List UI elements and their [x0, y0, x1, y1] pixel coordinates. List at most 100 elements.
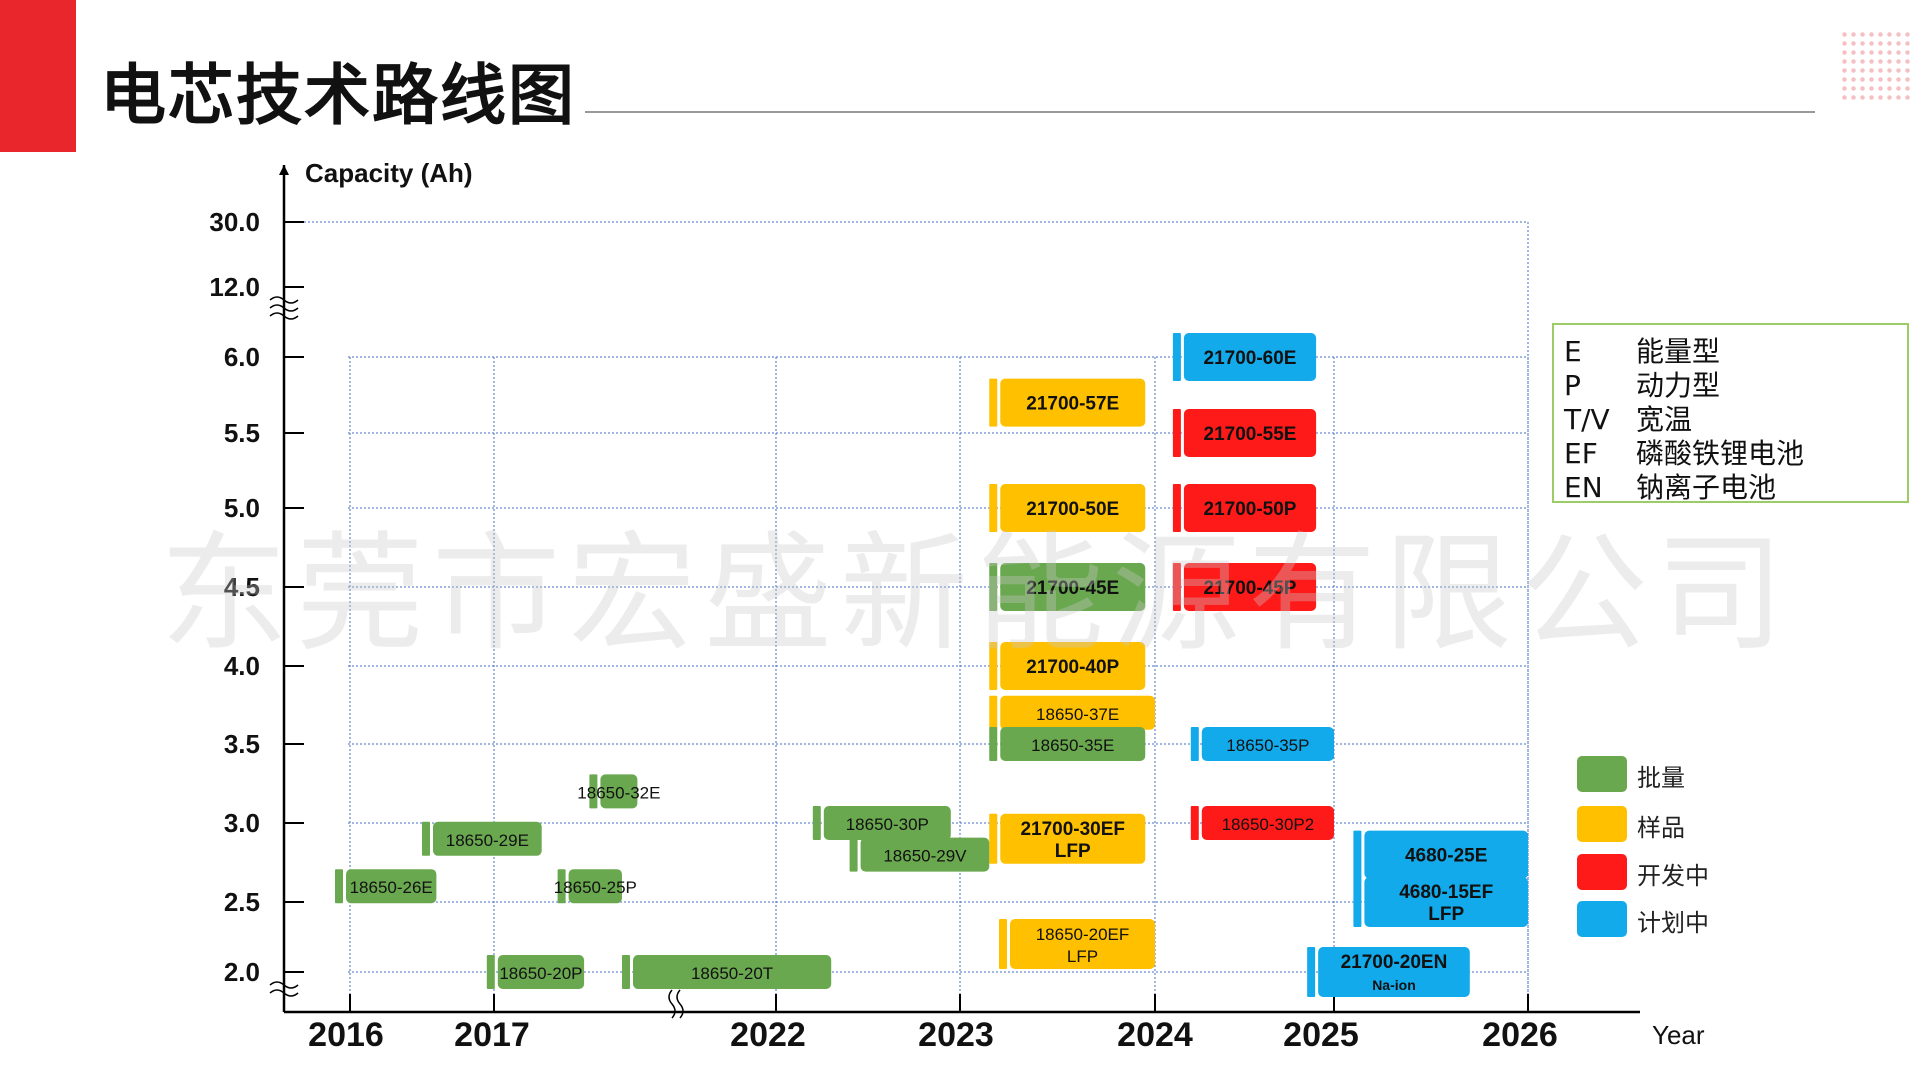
bar [1364, 830, 1528, 879]
bar [633, 955, 832, 989]
bar-label: LFP [1428, 904, 1464, 925]
status-label: 计划中 [1637, 909, 1709, 937]
bar [1000, 727, 1146, 761]
x-tick-label: 2022 [730, 1016, 806, 1054]
bar-label: 21700-30EF [1020, 819, 1125, 840]
bar [346, 869, 437, 904]
bar-label: 18650-29V [883, 847, 967, 866]
legend-meaning: 钠离子电池 [1636, 471, 1777, 504]
x-tick-label: 2016 [308, 1016, 384, 1054]
bar-marker [1353, 830, 1362, 879]
bar-marker [1190, 806, 1199, 840]
bar-marker [812, 806, 821, 840]
bar-label: 18650-35P [1226, 736, 1309, 755]
bar-label: 21700-40P [1026, 657, 1119, 678]
legend-row-ef: EF 磷酸铁锂电池 [1564, 432, 1804, 472]
bar [1201, 727, 1334, 761]
bar [1183, 333, 1317, 381]
title-underline [585, 111, 1815, 113]
bar-label: 18650-20P [499, 964, 582, 983]
legend-row-en: EN 钠离子电池 [1564, 466, 1776, 506]
bar [1010, 919, 1155, 969]
bar-label: 18650-25P [554, 878, 637, 897]
bar-label: 18650-30P [846, 815, 929, 834]
status-plan: 计划中 [1577, 901, 1777, 939]
axis-break-mark [269, 312, 299, 320]
bar-marker [989, 727, 998, 761]
bar [860, 837, 990, 872]
bar-label: 21700-50P [1204, 499, 1297, 520]
y-tick-label: 3.0 [224, 808, 260, 838]
bar-marker [422, 821, 430, 856]
status-swatch-mass [1577, 756, 1627, 792]
bar-label: LFP [1067, 947, 1098, 966]
status-swatch-plan [1577, 901, 1627, 937]
bar-marker [1353, 877, 1362, 927]
x-tick-label: 2025 [1283, 1016, 1359, 1054]
bar-marker [622, 955, 630, 989]
status-swatch-dev [1577, 854, 1627, 890]
x-tick-label: 2017 [454, 1016, 530, 1054]
axis-break-mark [269, 296, 299, 304]
y-tick-label: 4.5 [224, 572, 260, 602]
bar-label: 21700-60E [1204, 348, 1297, 369]
bar-marker [1172, 563, 1181, 611]
bar-marker [989, 484, 998, 532]
y-tick-label: 12.0 [209, 272, 260, 302]
bar [497, 955, 585, 989]
bar-marker [989, 695, 998, 730]
bar-marker [557, 869, 566, 904]
legend-abbr: T/V [1564, 403, 1610, 436]
bar [1000, 484, 1146, 532]
bar [1000, 563, 1146, 611]
bar-marker [1172, 333, 1181, 381]
legend-abbr: EN [1564, 471, 1603, 504]
bar [823, 806, 951, 840]
bar-label: 21700-45E [1026, 578, 1119, 599]
bar-label: 18650-35E [1031, 736, 1114, 755]
bar-label: 18650-29E [446, 831, 529, 850]
bar-marker [999, 919, 1007, 969]
bar [1000, 695, 1155, 730]
y-tick-label: 5.5 [224, 418, 260, 448]
axis-break-mark [668, 989, 676, 1019]
bar-marker [335, 869, 343, 904]
bar-label: 18650-20T [691, 964, 773, 983]
x-tick-label: 2024 [1117, 1016, 1193, 1054]
bar-label: 18650-20EF [1036, 925, 1130, 944]
bar-marker [989, 563, 998, 611]
legend-abbr: E [1564, 335, 1582, 368]
x-axis-title: Year [1652, 1020, 1705, 1050]
y-tick-label: 4.0 [224, 651, 260, 681]
status-label: 样品 [1637, 814, 1685, 842]
bar-label: 4680-15EF [1399, 882, 1493, 903]
y-axis-title: Capacity (Ah) [305, 158, 473, 188]
legend-meaning: 动力型 [1636, 369, 1721, 402]
bar-label: 18650-30P2 [1222, 815, 1315, 834]
bar-label: 21700-50E [1026, 499, 1119, 520]
header-accent-bar [0, 0, 76, 152]
bar [1364, 877, 1528, 927]
abbreviation-legend: E 能量型 P 动力型 T/V 宽温 EF 磷酸铁锂电池 EN 钠离子电池 [1552, 323, 1909, 506]
legend-meaning: 磷酸铁锂电池 [1636, 437, 1805, 470]
axis-break-mark [269, 989, 299, 997]
bar-marker [849, 837, 858, 872]
y-tick-label: 2.0 [224, 957, 260, 987]
bar-marker [989, 378, 998, 427]
legend-abbr: P [1564, 369, 1581, 402]
bar-marker [1190, 727, 1199, 761]
bar [1201, 806, 1334, 840]
status-label: 开发中 [1637, 862, 1709, 890]
bar [1183, 563, 1317, 611]
bar-label: 18650-37E [1036, 705, 1119, 724]
bar-marker [1307, 947, 1316, 997]
bar [1318, 947, 1470, 997]
status-swatch-sample [1577, 806, 1627, 842]
page-title: 电芯技术路线图 [100, 57, 576, 134]
bar-marker [989, 813, 998, 864]
bar-label: 21700-55E [1204, 424, 1297, 445]
x-tick-label: 2023 [918, 1016, 994, 1054]
status-label: 批量 [1637, 764, 1685, 792]
bar-label: 18650-32E [577, 783, 660, 802]
